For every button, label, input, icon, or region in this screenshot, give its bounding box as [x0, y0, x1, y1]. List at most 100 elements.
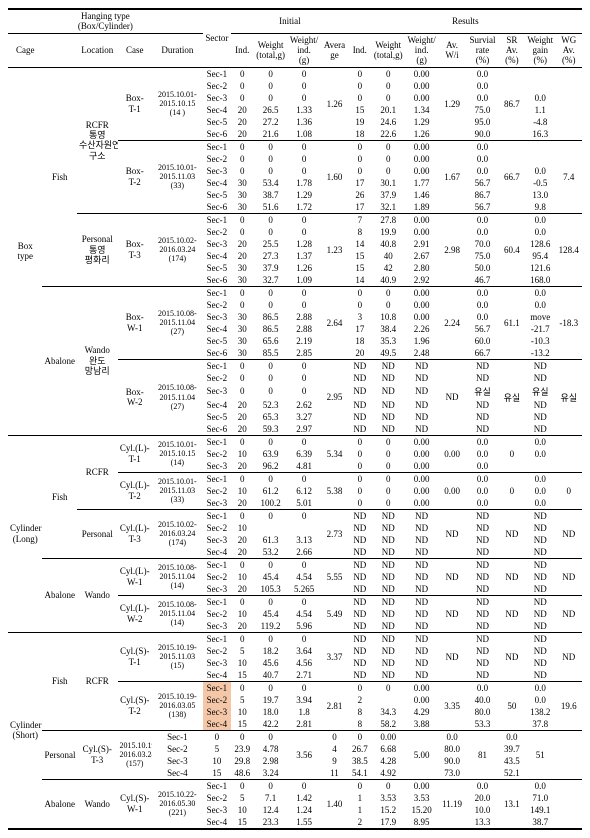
cell: 0.00: [405, 694, 437, 706]
duration-cell: 2015.10.01-2015.10.15(14): [152, 435, 203, 472]
wgav-cell: ND: [555, 632, 582, 681]
sector-cell: Sec-2: [203, 226, 231, 238]
cell: ND: [405, 645, 437, 657]
cell: 0: [288, 286, 320, 299]
case-cell: Cyl.(L)-T-3: [118, 509, 152, 558]
cell: 7: [349, 213, 371, 226]
cell: 2.81: [288, 718, 320, 731]
cell: 0: [288, 472, 320, 485]
cell: 14: [349, 238, 371, 250]
cell: ND: [525, 534, 555, 546]
cell: ND: [371, 632, 405, 645]
cell: 56.7: [466, 201, 498, 214]
cell: 0.00: [405, 485, 437, 497]
cell: 119.2: [253, 620, 287, 633]
cell: ND: [371, 522, 405, 534]
cell: ND: [466, 399, 498, 411]
wgav-cell: 0: [555, 472, 582, 509]
avg-r-cell: ND: [438, 632, 466, 681]
hdr-sector: Sector: [203, 9, 231, 67]
sector-cell: Sec-2: [203, 522, 231, 534]
sector-cell: Sec-2: [203, 372, 231, 384]
cell: 10: [231, 522, 253, 534]
cell: ND: [525, 399, 555, 411]
cell: ND: [349, 522, 371, 534]
cell: 0.0: [525, 485, 555, 497]
cell: 0: [371, 460, 405, 473]
cell: 0: [253, 435, 287, 448]
cell: 0.00: [371, 730, 405, 743]
case-cell: Cyl.(S)-T-1: [118, 632, 152, 681]
srav-cell: ND: [499, 558, 525, 595]
cell: 2.67: [405, 250, 437, 262]
cell: ND: [349, 645, 371, 657]
species-cell: Fish: [42, 67, 76, 286]
cell: 2.92: [405, 274, 437, 287]
cell: 0: [231, 226, 253, 238]
hdr-location: Location: [77, 33, 118, 67]
sector-cell: Sec-5: [203, 411, 231, 423]
avg-i-cell: 2.73: [320, 509, 348, 558]
cell: 0: [253, 67, 287, 80]
cell: 0: [288, 372, 320, 384]
cage-cell: Cylinder(Short): [8, 632, 42, 829]
cell: 26.7: [349, 743, 371, 755]
species-cell: Abalone: [42, 779, 76, 829]
cell: ND: [525, 509, 555, 522]
cell: 30.1: [371, 177, 405, 189]
cell: 5.96: [288, 620, 320, 633]
cell: ND: [349, 509, 371, 522]
cell: 0.0: [466, 299, 498, 311]
cell: 90.0: [466, 128, 498, 141]
sector-cell: Sec-2: [203, 792, 231, 804]
cell: 37.9: [371, 189, 405, 201]
cell: 40.9: [371, 274, 405, 287]
cell: 15: [231, 816, 253, 829]
cell: ND: [525, 411, 555, 423]
cell: ND: [405, 546, 437, 559]
sector-cell: Sec-4: [203, 816, 231, 829]
cell: 15: [349, 262, 371, 274]
hdr-wt-i: Weight(total,g): [253, 33, 287, 67]
cell: 32.1: [371, 201, 405, 214]
cell: -0.5: [525, 177, 555, 189]
case-cell: Cyl.(S)-T-3: [77, 730, 118, 779]
cell: 3.53: [371, 792, 405, 804]
cell: 20: [231, 104, 253, 116]
cell: 0.0: [525, 435, 555, 448]
cell: 1.33: [288, 104, 320, 116]
sector-cell: Sec-1: [203, 779, 231, 792]
cell: 0.0: [525, 226, 555, 238]
cell: 0: [371, 80, 405, 92]
duration-cell: 2015.10.02-2016.03.24(174): [152, 509, 203, 558]
cell: ND: [371, 411, 405, 423]
cell: 49.5: [371, 347, 405, 360]
sector-cell: Sec-2: [203, 80, 231, 92]
cell: 0.00: [405, 67, 437, 80]
cell: 8: [349, 718, 371, 731]
sector-cell: Sec-1: [203, 472, 231, 485]
cell: 0.00: [405, 497, 437, 510]
cell: ND: [405, 399, 437, 411]
cell: 0: [371, 681, 405, 694]
cell: 100.2: [253, 497, 287, 510]
cell: 17: [349, 201, 371, 214]
avg-r-cell: ND: [438, 595, 466, 632]
cell: 80.0: [466, 706, 498, 718]
cell: ND: [525, 423, 555, 436]
cell: 0: [371, 165, 405, 177]
cell: 0.0: [466, 448, 498, 460]
hdr-duration: Duration: [152, 33, 203, 67]
avg-r-cell: ND: [438, 359, 466, 435]
cell: 10: [231, 485, 253, 497]
cell: 6.39: [288, 448, 320, 460]
cell: ND: [371, 546, 405, 559]
cell: ND: [525, 571, 555, 583]
cell: ND: [525, 669, 555, 682]
cell: 0.00: [405, 80, 437, 92]
cell: 61.3: [253, 534, 287, 546]
cell: ND: [466, 583, 498, 596]
cell: 15: [349, 104, 371, 116]
sector-cell: Sec-1: [203, 67, 231, 80]
avg-r-cell: 2.24: [438, 286, 466, 359]
